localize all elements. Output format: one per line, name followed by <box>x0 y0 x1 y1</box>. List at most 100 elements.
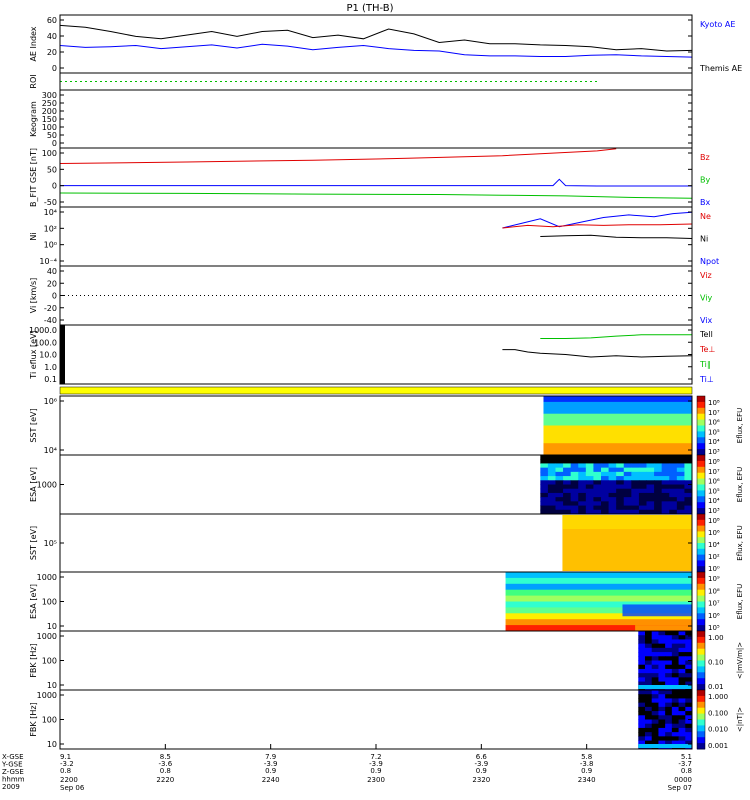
fbk1-colorbar-segment <box>697 654 705 661</box>
esa-ion-bin <box>608 480 617 485</box>
fbk-bin <box>651 706 659 712</box>
fbk1-colorbar-tick: 0.01 <box>708 683 724 691</box>
x-tick-label: 2300 <box>367 776 385 784</box>
fbk-bin <box>651 643 659 649</box>
esa-ion-bin <box>631 480 640 485</box>
esa-ion-bin <box>570 509 579 515</box>
esa-ion-bin <box>600 463 610 469</box>
esa-ion-bin <box>608 492 617 498</box>
esa_i-colorbar-segment <box>697 455 705 462</box>
esa-ion-bin <box>600 455 610 460</box>
esa-ion-bin <box>608 455 617 460</box>
ni-ytick-label: 10² <box>44 224 57 233</box>
esa-ion-bin <box>623 476 632 481</box>
fbk-bin <box>651 690 659 695</box>
fbk1-ytick-label: 1000 <box>37 632 57 641</box>
fbk-bin <box>644 631 653 636</box>
ni-legend-entry: Ne <box>700 212 711 221</box>
esa-ion-bin <box>585 505 594 511</box>
esa-ion-bin <box>570 488 579 494</box>
esa-ion-bin <box>661 467 670 473</box>
x-coord-label: 5.8 <box>581 753 592 761</box>
esa-ion-bin <box>578 476 587 481</box>
panel-sst_e: 10⁸ 10⁶ 10⁴ 10² 10⁰ Eflux, EFU 10⁵ SST [eV] <box>29 513 744 573</box>
ae-frame <box>59 14 693 74</box>
x-coord-label: 9.1 <box>60 753 71 761</box>
fbk-bin <box>671 635 680 640</box>
ni-series-line <box>502 223 693 229</box>
sst_e-colorbar-segment <box>697 525 705 532</box>
esa-ion-bin <box>585 488 594 494</box>
fbk2-ytick-label: 100 <box>42 716 57 725</box>
fbk-bin <box>638 652 646 657</box>
esa-ion-bin <box>616 488 625 494</box>
esa-ion-bin <box>646 509 655 515</box>
esa-ion-bin <box>638 509 647 515</box>
esa-ion-bin <box>676 480 685 485</box>
bfgm-legend-entry: Bx <box>700 198 710 207</box>
esa-ion-bin <box>654 480 663 485</box>
esa-electron-band <box>505 589 692 597</box>
ni-frame <box>59 206 693 267</box>
fbk-bin <box>665 702 673 708</box>
esa_i-colorbar-segment <box>697 460 705 468</box>
esa-ion-bin <box>616 497 625 502</box>
sst_i-colorbar-tick: 10⁷ <box>708 409 720 417</box>
esa-ion-bin <box>570 463 579 469</box>
fbk-bin <box>671 656 680 661</box>
fbk-bin <box>665 711 673 716</box>
ni-legend-entry: Npot <box>700 257 719 266</box>
esa-ion-bin <box>563 484 572 490</box>
fbk-bin <box>658 652 666 657</box>
bfgm-ylabel: B_FIT GSE [nT] <box>29 148 38 207</box>
fbk-bin <box>638 727 646 733</box>
fbk1-colorbar-tick: 1.00 <box>708 634 724 642</box>
fbk2-colorbar-segment <box>697 725 705 732</box>
esa_i-ytick-label: 1000 <box>37 481 57 490</box>
fbk-bin <box>671 639 680 645</box>
fbk1-colorbar-segment <box>697 642 705 650</box>
fbk-bin <box>658 719 666 725</box>
fbk-bin <box>638 656 646 661</box>
esa-ion-bin <box>646 471 655 477</box>
esa-ion-bin <box>623 471 632 477</box>
esa-electron-band <box>622 604 692 617</box>
esa-ion-bin <box>684 463 693 469</box>
fbk-bin <box>638 706 646 712</box>
fbk-bin <box>685 690 693 695</box>
esa-ion-bin <box>623 463 632 469</box>
esa-ion-bin <box>684 505 693 511</box>
esa-ion-bin <box>593 488 602 494</box>
esa-ion-bin <box>631 476 640 481</box>
esa-ion-bin <box>638 480 647 485</box>
fbk-bin <box>638 631 646 636</box>
esa-ion-bin <box>646 467 655 473</box>
fbk-bin <box>638 694 646 699</box>
esa-ion-bin <box>676 497 685 502</box>
fbk-bin <box>665 719 673 725</box>
ti-legend-entry: Ti∥ <box>699 360 711 369</box>
esa-ion-bin <box>600 467 610 473</box>
fbk-bin <box>685 677 693 683</box>
keogram-ylabel: Keogram <box>29 101 38 137</box>
fbk1-colorbar-segment <box>697 666 705 673</box>
esa-ion-bin <box>616 509 625 515</box>
esa-ion-bin <box>684 509 693 515</box>
esa-ion-bin <box>600 476 610 481</box>
fbk-bin <box>651 715 659 720</box>
fbk-bin <box>638 647 646 653</box>
fbk-bin <box>638 668 646 674</box>
bfgm-ytick-label: 100 <box>42 149 57 158</box>
fbk-bin <box>665 727 673 733</box>
fbk-bin <box>644 715 653 720</box>
esa-ion-bin <box>616 492 625 498</box>
x-coord-label: -3.6 <box>158 760 172 768</box>
sst-ion-bin <box>543 425 692 432</box>
esa_i-colorbar-segment <box>697 466 705 474</box>
x-coord-label: 0.9 <box>581 767 592 775</box>
esa-ion-bin <box>563 488 572 494</box>
x-coord-label: 0.9 <box>265 767 276 775</box>
fbk-bin <box>665 694 673 699</box>
esa-ion-bin <box>593 501 602 507</box>
esa_e-colorbar-segment <box>697 601 705 608</box>
